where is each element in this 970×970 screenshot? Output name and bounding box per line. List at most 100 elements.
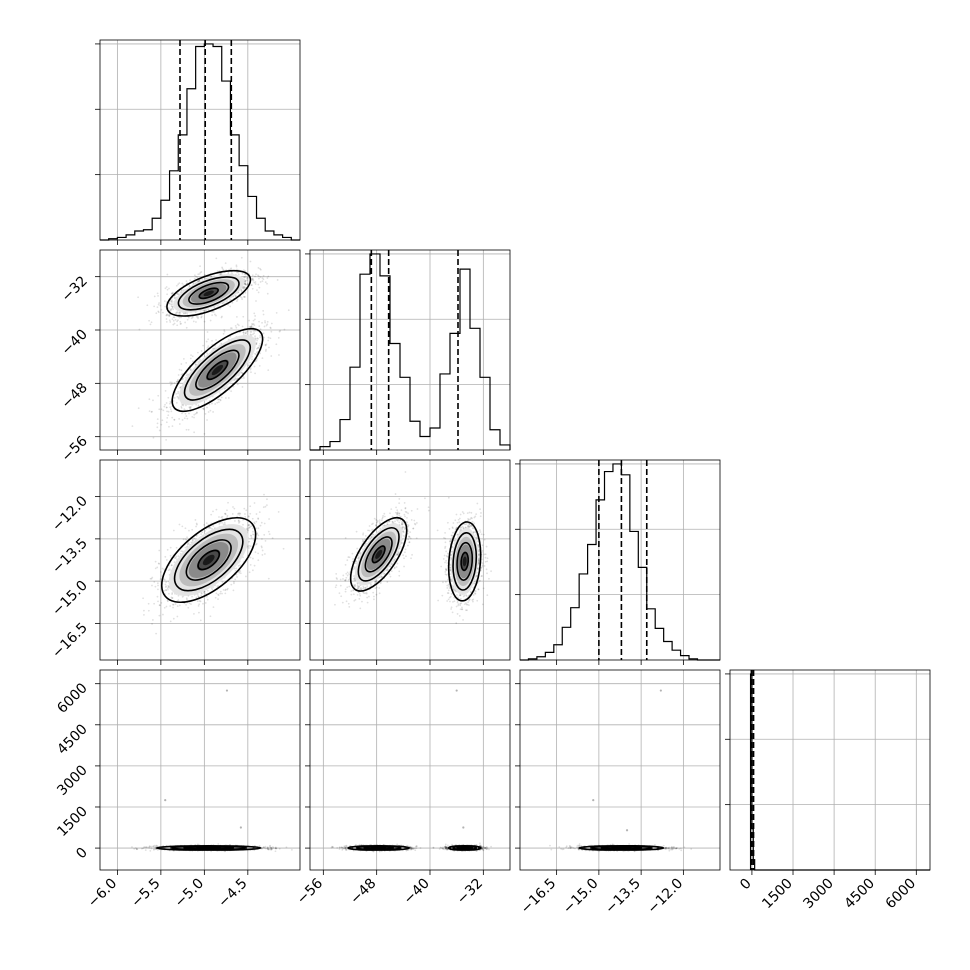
scatter-point — [243, 507, 246, 510]
contour-line — [160, 516, 257, 604]
contour-line — [198, 287, 219, 300]
scatter-point — [166, 293, 169, 296]
scatter-point — [184, 321, 187, 324]
scatter-point — [348, 556, 351, 559]
scatter-point — [171, 416, 174, 419]
scatter-point — [171, 303, 174, 306]
scatter-point — [204, 590, 206, 593]
scatter-point — [250, 371, 252, 374]
scatter-point — [212, 586, 214, 588]
scatter-point — [270, 330, 273, 333]
scatter-point — [206, 589, 209, 592]
scatter-point — [166, 416, 169, 419]
scatter-point — [150, 577, 153, 580]
scatter-point — [185, 280, 188, 283]
contour-line — [185, 539, 232, 581]
scatter-point — [185, 597, 188, 600]
scatter-point — [226, 587, 229, 590]
scatter-point — [233, 507, 236, 510]
scatter-point — [261, 357, 264, 360]
scatter-point — [257, 527, 260, 530]
scatter-point — [254, 352, 256, 355]
scatter-point — [165, 406, 168, 409]
scatter-point — [246, 282, 249, 285]
scatter-point — [254, 337, 256, 340]
scatter-point — [259, 352, 261, 355]
scatter-point — [243, 286, 245, 288]
scatter-point — [199, 271, 202, 274]
scatter-point — [249, 333, 252, 336]
scatter-point — [236, 271, 238, 274]
scatter-point — [258, 364, 261, 367]
scatter-point — [222, 588, 225, 591]
scatter-point — [197, 316, 199, 319]
scatter-point — [195, 596, 198, 599]
scatter-point — [153, 295, 156, 298]
scatter-point — [208, 403, 211, 406]
scatter-point — [237, 324, 240, 327]
scatter-point — [170, 300, 172, 303]
scatter-point — [243, 286, 246, 289]
scatter-point — [194, 412, 197, 415]
scatter-point — [198, 611, 200, 614]
scatter-point — [249, 260, 252, 263]
scatter-point — [172, 308, 175, 311]
scatter-point — [170, 410, 173, 413]
scatter-point — [279, 329, 282, 332]
scatter-point — [235, 264, 238, 267]
scatter-point — [342, 578, 344, 580]
scatter-point — [170, 381, 173, 384]
scatter-point — [168, 302, 171, 304]
scatter-point — [219, 521, 222, 524]
scatter-point — [193, 413, 196, 416]
panel-border — [309, 249, 511, 451]
scatter-point — [247, 364, 250, 367]
scatter-point — [212, 510, 214, 513]
scatter-point — [236, 576, 238, 578]
scatter-point — [231, 301, 234, 304]
scatter-point — [166, 313, 169, 316]
panel-border — [519, 459, 721, 661]
scatter-point — [183, 312, 185, 315]
scatter-point — [171, 301, 173, 304]
scatter-point — [346, 571, 349, 574]
scatter-point — [229, 327, 232, 330]
scatter-point — [190, 541, 193, 544]
scatter-point — [159, 578, 162, 581]
density-layer — [131, 256, 290, 441]
scatter-point — [197, 604, 200, 607]
scatter-point — [244, 332, 247, 335]
scatter-point — [241, 325, 244, 328]
scatter-point — [240, 289, 243, 292]
scatter-point — [191, 595, 193, 598]
scatter-point — [277, 511, 280, 513]
scatter-point — [362, 585, 365, 588]
scatter-point — [162, 409, 165, 412]
scatter-point — [213, 306, 216, 309]
scatter-point — [227, 397, 230, 399]
scatter-point — [251, 284, 253, 286]
scatter-point — [242, 269, 245, 272]
scatter-point — [176, 320, 179, 323]
scatter-point — [244, 291, 247, 294]
scatter-point — [156, 306, 159, 309]
scatter-point — [170, 383, 173, 385]
scatter-point — [358, 552, 361, 555]
scatter-point — [252, 279, 255, 282]
scatter-point — [216, 585, 219, 588]
scatter-point — [216, 401, 219, 404]
scatter-point — [382, 524, 385, 527]
scatter-point — [255, 520, 258, 523]
scatter-point — [225, 300, 228, 303]
scatter-point — [193, 613, 195, 615]
scatter-point — [249, 563, 252, 566]
scatter-point — [158, 604, 161, 607]
scatter-point — [175, 546, 178, 549]
scatter-point — [208, 526, 211, 529]
scatter-point — [206, 419, 208, 421]
scatter-point — [164, 586, 167, 589]
scatter-point — [156, 422, 159, 425]
scatter-point — [178, 423, 181, 425]
scatter-point — [233, 379, 236, 382]
scatter-point — [220, 396, 223, 399]
